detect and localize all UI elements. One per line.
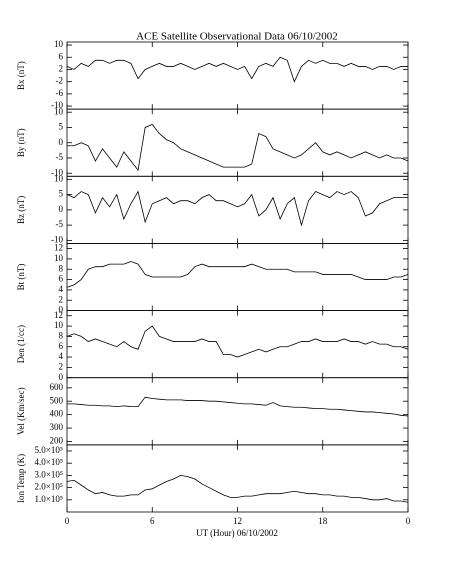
y-tick-label: 4: [59, 284, 64, 294]
y-tick-label: 10: [54, 173, 64, 183]
y-tick-label: 0: [59, 137, 64, 147]
y-tick-label: 600: [50, 382, 64, 392]
y-tick-label: 10: [54, 253, 64, 263]
y-tick-label: 4.0×10⁵: [35, 457, 63, 467]
y-tick-label: 6: [59, 274, 64, 284]
y-tick-label: 1.0×10⁵: [35, 494, 63, 504]
y-tick-label: -5: [56, 219, 64, 229]
x-tick-label: 0: [406, 516, 411, 526]
y-tick-label: -2: [56, 76, 64, 86]
x-tick-label: 18: [318, 516, 328, 526]
y-tick-label: 6: [59, 341, 64, 351]
data-line: [67, 123, 409, 172]
y-axis-label: Bx (nT): [16, 61, 26, 90]
y-tick-label: 5: [59, 189, 64, 199]
y-tick-label: 2: [59, 64, 64, 74]
panel-frame: [66, 108, 409, 177]
y-axis-label: Bt (nT): [16, 264, 26, 291]
y-tick-label: 400: [50, 409, 64, 419]
chart-title: ACE Satellite Observational Data 06/10/2…: [136, 31, 338, 43]
y-axis-label: Vel (Km/sec): [16, 387, 26, 435]
y-tick-label: 10: [54, 106, 64, 116]
y-tick-label: 4: [59, 351, 64, 361]
y-tick-label: 3.0×10⁵: [35, 469, 63, 479]
y-axis-label: By (nT): [16, 128, 26, 157]
panel-frame: [66, 41, 409, 110]
x-tick-label: 6: [150, 516, 155, 526]
panel-frame: [66, 243, 409, 311]
panel-frame: [66, 175, 409, 244]
y-tick-label: 6: [59, 51, 64, 61]
y-tick-label: 5: [59, 122, 64, 132]
x-axis-label: UT (Hour) 06/10/2002: [196, 528, 278, 538]
y-tick-label: 10: [54, 320, 64, 330]
y-tick-label: 300: [50, 422, 64, 432]
y-tick-label: 8: [59, 263, 64, 273]
data-line: [66, 325, 409, 358]
y-tick-label: -5: [56, 152, 64, 162]
y-tick-label: 0: [59, 305, 64, 315]
x-tick-label: 0: [65, 516, 70, 526]
x-tick-label: 12: [233, 516, 242, 526]
y-tick-label: 2.0×10⁵: [35, 482, 63, 492]
y-tick-label: 0: [59, 204, 64, 214]
y-axis-label: Den (1/cc): [16, 325, 26, 363]
panel-frame: [66, 444, 409, 513]
data-line: [66, 261, 409, 288]
y-tick-label: -10: [51, 167, 63, 177]
y-tick-label: -10: [51, 234, 63, 244]
y-tick-label: -10: [51, 100, 63, 110]
y-tick-label: 500: [50, 395, 64, 405]
y-tick-label: 5.0×10⁵: [35, 445, 63, 455]
y-tick-label: 2: [59, 294, 64, 304]
y-tick-label: 8: [59, 330, 64, 340]
y-tick-label: -6: [56, 88, 64, 98]
panel-frame: [66, 310, 409, 379]
y-tick-label: 0: [59, 372, 64, 382]
y-tick-label: 12: [54, 243, 63, 253]
y-tick-label: 12: [54, 310, 63, 320]
data-line: [66, 56, 408, 83]
data-line: [67, 396, 409, 417]
y-axis-label: Bz (nT): [16, 196, 26, 224]
data-line: [66, 190, 408, 227]
y-tick-label: 10: [54, 39, 64, 49]
y-axis-label: Ion Temp (K): [16, 454, 26, 503]
y-tick-label: 200: [50, 436, 64, 446]
data-line: [66, 474, 409, 503]
y-tick-label: 2: [59, 361, 64, 371]
